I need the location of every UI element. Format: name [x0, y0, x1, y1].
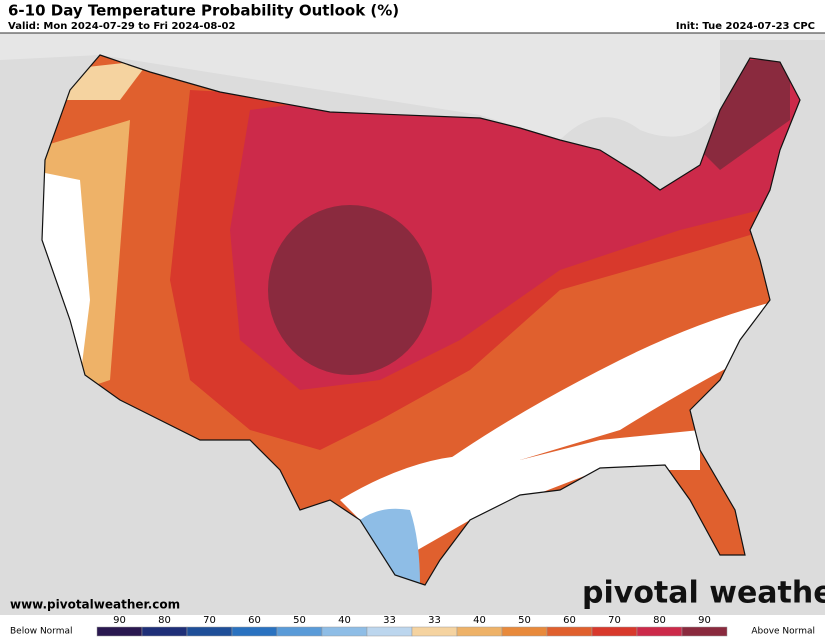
legend-swatch	[186, 626, 233, 637]
legend-label: 60	[248, 615, 261, 626]
region	[268, 205, 432, 375]
website: www.pivotalweather.com	[10, 598, 180, 612]
legend-label: 90	[698, 615, 711, 626]
legend-swatch	[321, 626, 368, 637]
legend-label: 90	[113, 615, 126, 626]
legend-label: 60	[563, 615, 576, 626]
legend-swatch	[501, 626, 548, 637]
canada	[0, 33, 825, 140]
region	[690, 60, 790, 170]
legend-bins: 90 80 70 60 50 40 33 33 40 50 60 70 80 90	[96, 615, 728, 637]
init-time: Init: Tue 2024-07-23 CPC	[676, 21, 815, 32]
legend-swatch	[591, 626, 638, 637]
title: 6-10 Day Temperature Probability Outlook…	[8, 2, 399, 20]
legend-label: 40	[473, 615, 486, 626]
above-label: Above Normal	[751, 627, 815, 637]
legend-swatch	[366, 626, 413, 637]
legend-label: 40	[338, 615, 351, 626]
region	[420, 300, 800, 480]
legend-label: 80	[158, 615, 171, 626]
legend-swatch	[96, 626, 143, 637]
legend-swatch	[231, 626, 278, 637]
legend-label: 33	[383, 615, 396, 626]
legend-swatch	[636, 626, 683, 637]
legend-swatch	[411, 626, 458, 637]
valid-time: Valid: Mon 2024-07-29 to Fri 2024-08-02	[8, 21, 235, 32]
legend-swatch	[456, 626, 503, 637]
legend-label: 50	[293, 615, 306, 626]
us-outline	[41, 54, 801, 586]
legend-swatch	[681, 626, 728, 637]
below-label: Below Normal	[10, 627, 73, 637]
region	[360, 508, 420, 585]
legend-label: 80	[653, 615, 666, 626]
legend-label: 33	[428, 615, 441, 626]
legend-swatch	[546, 626, 593, 637]
legend-label: 70	[608, 615, 621, 626]
legend-swatch	[141, 626, 188, 637]
legend-label: 70	[203, 615, 216, 626]
legend-swatch	[276, 626, 323, 637]
brand: pivotal weather	[582, 576, 825, 611]
legend-label: 50	[518, 615, 531, 626]
